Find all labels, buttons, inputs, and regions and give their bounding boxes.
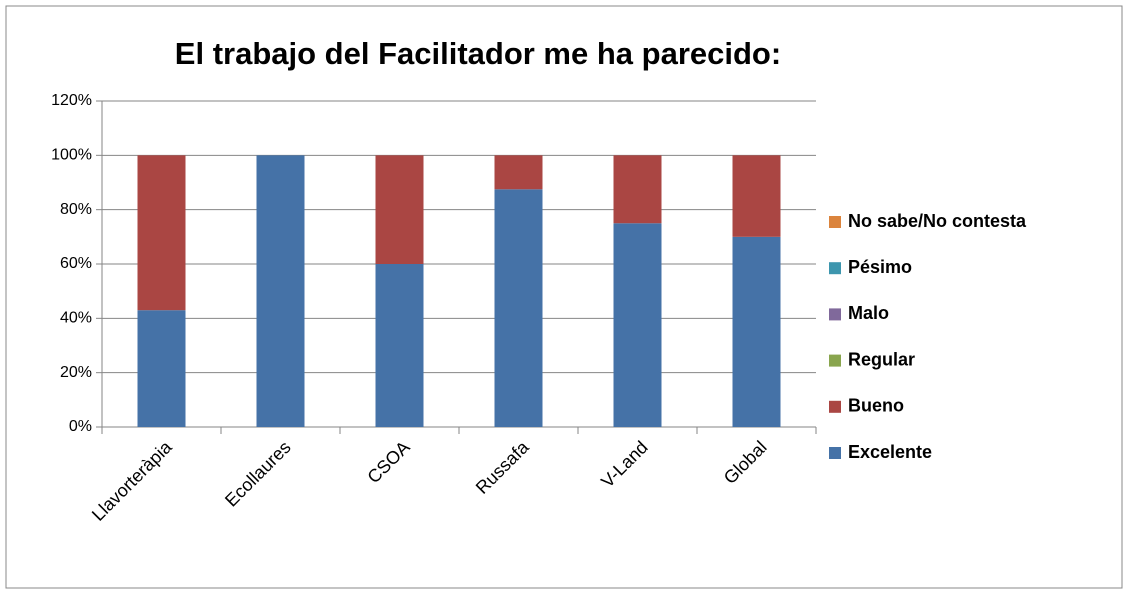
bar-segment — [137, 310, 186, 427]
bar-segment — [494, 155, 543, 190]
legend-swatch — [829, 447, 841, 459]
legend-label: Pésimo — [848, 257, 912, 277]
legend-label: Bueno — [848, 396, 904, 416]
bar-segment — [137, 155, 186, 311]
legend-swatch — [829, 308, 841, 321]
y-tick-label: 40% — [60, 310, 92, 327]
y-tick-label: 20% — [60, 364, 92, 381]
bar-segment — [375, 264, 424, 427]
legend-swatch — [829, 354, 841, 367]
y-tick-label: 80% — [60, 201, 92, 218]
bar-segment — [732, 236, 781, 427]
bar-segment — [256, 155, 305, 428]
bar-segment — [494, 189, 543, 427]
chart-frame — [5, 5, 1123, 589]
legend-label: Regular — [848, 349, 915, 369]
legend-label: Excelente — [848, 442, 932, 462]
bar-segment — [732, 155, 781, 237]
bar-segment — [375, 155, 424, 264]
legend-label: Malo — [848, 303, 889, 323]
chart-title: El trabajo del Facilitador me ha parecid… — [175, 36, 781, 71]
y-tick-label: 100% — [51, 147, 92, 164]
bar-segment — [613, 223, 662, 427]
y-tick-label: 120% — [51, 92, 92, 109]
legend-swatch — [829, 400, 841, 413]
legend-swatch — [829, 262, 841, 275]
y-tick-label: 0% — [69, 418, 92, 435]
y-tick-label: 60% — [60, 255, 92, 272]
legend-swatch — [829, 216, 841, 228]
bar-segment — [613, 155, 662, 224]
legend-label: No sabe/No contesta — [848, 211, 1027, 231]
